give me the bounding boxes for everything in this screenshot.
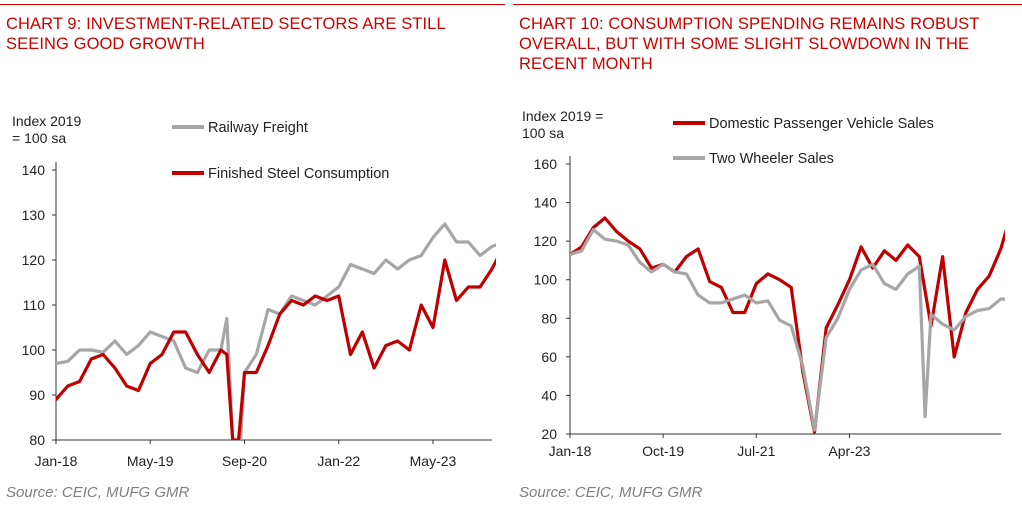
chart-9-y-axis-title: = 100 sa <box>12 130 66 146</box>
top-divider <box>513 4 1022 5</box>
chart-10-plot: 20 40 60 80 100 120 140 160 Jan-18 Oct-19 Jul-21 Ap… <box>522 108 1005 459</box>
top-divider <box>0 4 505 5</box>
chart-10-panel: CHART 10: CONSUMPTION SPENDING REMAINS R… <box>513 0 1022 514</box>
chart-9-y-tick-label: 90 <box>29 387 45 403</box>
chart-10-legend-label: Two Wheeler Sales <box>709 151 834 167</box>
chart-9-plot: 80 90 100 110 120 130 140 Jan-18 May-19 Sep-20 Jan… <box>12 113 496 469</box>
chart-10-y-tick-label: 60 <box>541 349 557 365</box>
chart-9-series-line-railway-freight <box>56 222 496 440</box>
chart-9-x-tick-label: May-23 <box>410 453 457 469</box>
chart-9-y-tick-label: 120 <box>22 252 46 268</box>
chart-9-x-tick-label: Jan-18 <box>35 453 78 469</box>
chart-10-x-tick-label: Apr-23 <box>828 443 870 459</box>
chart-10-y-tick-label: 100 <box>534 272 558 288</box>
chart-10-y-tick-label: 120 <box>534 233 558 249</box>
chart-9-series-line-finished-steel-consumption <box>56 257 496 440</box>
chart-9-y-axis-title: Index 2019 <box>12 113 81 129</box>
chart-9-panel: CHART 9: INVESTMENT-RELATED SECTORS ARE … <box>0 0 505 514</box>
chart-10-y-tick-label: 160 <box>534 156 558 172</box>
chart-10-source: Source: CEIC, MUFG GMR <box>519 484 703 501</box>
chart-10-x-tick-label: Oct-19 <box>642 443 684 459</box>
chart-10-y-tick-label: 20 <box>541 426 557 442</box>
chart-9-y-tick-label: 110 <box>23 297 46 313</box>
chart-9-x-tick-label: Jan-22 <box>317 453 360 469</box>
chart-10-y-tick-label: 80 <box>541 310 557 326</box>
chart-9-legend-label: Railway Freight <box>208 120 308 136</box>
chart-9-y-tick-label: 100 <box>22 342 46 358</box>
chart-10-y-tick-label: 40 <box>541 387 557 403</box>
chart-10-series-line-two-wheeler-sales <box>570 228 1005 432</box>
chart-10-y-axis-title: 100 sa <box>522 125 564 141</box>
chart-10-x-tick-label: Jul-21 <box>737 443 775 459</box>
chart-10-series-line-domestic-passenger-vehicle-sales <box>570 216 1005 434</box>
chart-9-title: CHART 9: INVESTMENT-RELATED SECTORS ARE … <box>6 15 446 53</box>
chart-9-y-tick-label: 80 <box>29 432 45 448</box>
chart-9-x-tick-label: Sep-20 <box>222 453 267 469</box>
chart-10-legend-label: Domestic Passenger Vehicle Sales <box>709 116 934 132</box>
chart-10-y-axis-title: Index 2019 = <box>522 108 603 124</box>
chart-9-y-tick-label: 140 <box>22 162 46 178</box>
chart-10-title: CHART 10: CONSUMPTION SPENDING REMAINS R… <box>519 15 980 73</box>
chart-9-source: Source: CEIC, MUFG GMR <box>6 484 190 501</box>
chart-10-x-tick-label: Jan-18 <box>549 443 592 459</box>
chart-10-y-tick-label: 140 <box>534 195 558 211</box>
chart-9-x-tick-label: May-19 <box>127 453 174 469</box>
chart-9-legend-label: Finished Steel Consumption <box>208 166 389 182</box>
chart-9-y-tick-label: 130 <box>22 207 46 223</box>
